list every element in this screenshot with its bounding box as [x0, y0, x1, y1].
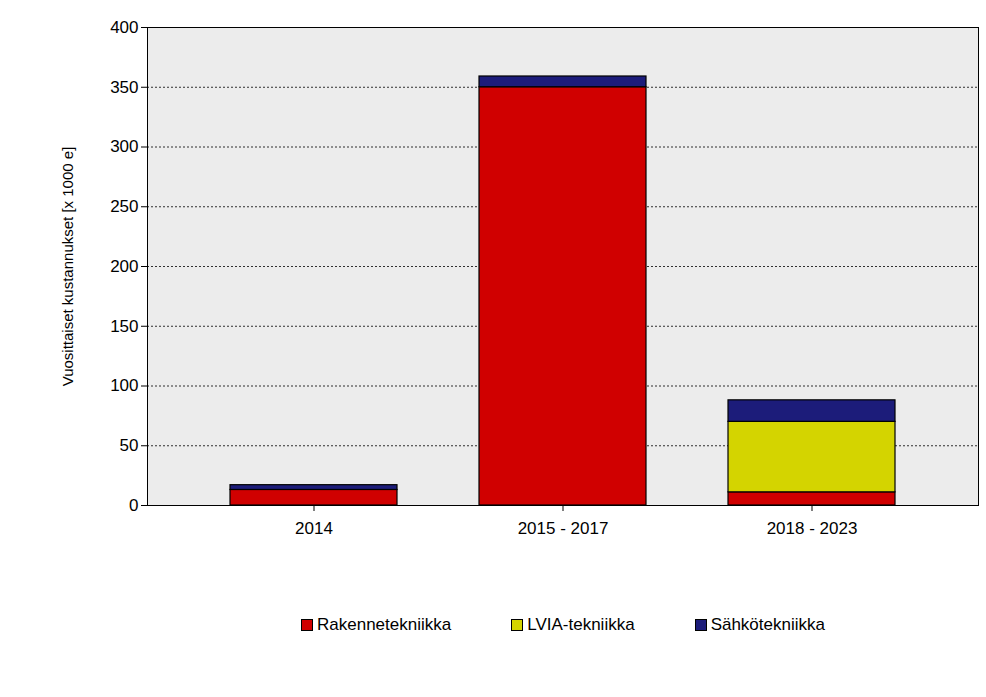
- svg-text:100: 100: [110, 376, 138, 395]
- svg-text:150: 150: [110, 317, 138, 336]
- svg-text:Vuosittaiset kustannukset [x 1: Vuosittaiset kustannukset [x 1000 e]: [59, 147, 76, 387]
- svg-text:250: 250: [110, 197, 138, 216]
- svg-text:350: 350: [110, 78, 138, 97]
- html-text:LVIA-tekniikka: LVIA-tekniikka: [527, 615, 635, 634]
- svg-text:50: 50: [120, 436, 139, 455]
- svg-text:2015 - 2017: 2015 - 2017: [518, 519, 609, 538]
- html-text:Sähkötekniikka: Sähkötekniikka: [710, 615, 825, 634]
- svg-text:200: 200: [110, 257, 138, 276]
- svg-text:2014: 2014: [295, 519, 333, 538]
- svg-text:0: 0: [129, 496, 138, 515]
- svg-text:300: 300: [110, 137, 138, 156]
- svg-text:2018 - 2023: 2018 - 2023: [767, 519, 858, 538]
- svg-text:400: 400: [110, 18, 138, 37]
- html-text:Rakennetekniikka: Rakennetekniikka: [317, 615, 452, 634]
